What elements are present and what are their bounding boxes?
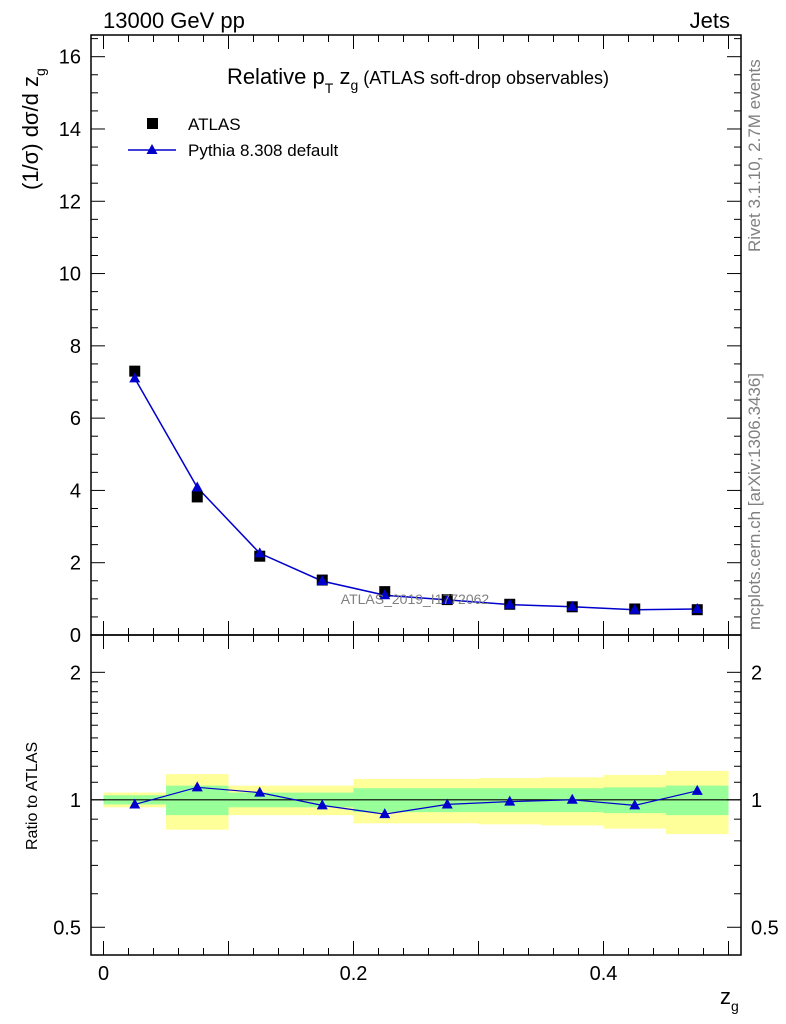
ratio-plot-frame <box>90 634 742 956</box>
main-y-axis-label-sub: g <box>32 68 48 76</box>
pythia-point <box>129 372 141 383</box>
ratio-pythia-point <box>566 793 578 804</box>
ratio-pythia-point <box>629 799 641 810</box>
x-tick-label: 0.4 <box>590 963 618 985</box>
main-y-axis: 0 2 4 6 8 10 12 14 16 <box>59 38 741 647</box>
ratio-y-tick-label: 0.5 <box>751 917 779 939</box>
atlas-data-point <box>129 365 141 377</box>
x-tick-label: 0.2 <box>340 963 368 985</box>
rivet-version-label: Rivet 3.1.10, 2.7M events <box>745 59 764 252</box>
x-tick-label: 0 <box>98 963 109 985</box>
y-tick-label: 0 <box>70 625 81 647</box>
y-tick-label: 12 <box>59 191 81 213</box>
plot-title: Relative pT zg (ATLAS soft-drop observab… <box>227 64 609 96</box>
y-tick-label: 10 <box>59 264 81 286</box>
legend-pythia-label: Pythia 8.308 default <box>188 141 339 160</box>
main-y-axis-label: (1/σ) dσ/d zg <box>18 68 48 190</box>
y-tick-label: 4 <box>70 480 81 502</box>
ratio-y-tick-label: 0.5 <box>53 917 81 939</box>
legend-atlas-marker <box>147 118 158 129</box>
y-tick-label: 16 <box>59 47 81 69</box>
ratio-pythia-point <box>379 808 391 819</box>
pythia-point <box>691 602 703 613</box>
y-tick-label: 6 <box>70 408 81 430</box>
analysis-watermark: ATLAS_2019_I1772062 <box>341 591 490 607</box>
mcplots-label: mcplots.cern.ch [arXiv:1306.3436] <box>745 373 764 630</box>
ratio-plot: 0.5 0.5 1 1 2 2 Ratio to ATLAS <box>24 634 779 956</box>
plot-title-rest: (ATLAS soft-drop observables) <box>358 68 609 88</box>
ratio-pythia-point <box>691 784 703 795</box>
header-jets-label: Jets <box>690 8 730 33</box>
y-tick-label: 8 <box>70 336 81 358</box>
ratio-pythia-point <box>254 786 266 797</box>
pythia-point <box>254 547 266 558</box>
pythia-point <box>441 593 453 604</box>
ratio-y-axis-label: Ratio to ATLAS <box>24 742 41 850</box>
plot-title-main: Relative p <box>227 64 325 89</box>
ratio-bands <box>91 770 741 835</box>
atlas-data-point <box>191 491 203 503</box>
ratio-pythia-point <box>191 781 203 792</box>
pythia-point <box>504 598 516 609</box>
pythia-line <box>134 378 698 611</box>
ratio-pythia-point <box>129 798 141 809</box>
x-axis: 0 0.2 0.4 <box>98 35 729 985</box>
plot-title-sub-g: g <box>350 77 358 93</box>
pythia-point <box>629 603 641 614</box>
x-axis-label: zg <box>720 984 739 1014</box>
ratio-pythia-point <box>441 798 453 809</box>
y-tick-label: 2 <box>70 553 81 575</box>
ratio-pythia-point <box>504 795 516 806</box>
ratio-data-layer <box>129 781 703 819</box>
ratio-y-tick-label: 2 <box>751 662 762 684</box>
pythia-point <box>379 589 391 600</box>
legend-pythia-marker <box>146 144 158 154</box>
pythia-point <box>316 575 328 586</box>
x-axis-label-main: z <box>720 984 731 1009</box>
header-energy-label: 13000 GeV pp <box>103 8 245 33</box>
main-data-layer <box>129 365 703 616</box>
legend: ATLAS Pythia 8.308 default <box>128 115 339 160</box>
pythia-point <box>191 481 203 492</box>
y-tick-label: 14 <box>59 119 81 141</box>
ratio-pythia-point <box>316 799 328 810</box>
plot-title-zg: z <box>333 64 350 89</box>
ratio-y-tick-label: 1 <box>751 790 762 812</box>
plot-title-sub-t: T <box>325 80 334 96</box>
main-y-axis-label-main: (1/σ) dσ/d z <box>18 76 43 190</box>
legend-atlas-label: ATLAS <box>188 115 241 134</box>
ratio-y-tick-label: 2 <box>70 662 81 684</box>
ratio-y-axis: 0.5 0.5 1 1 2 2 <box>53 662 779 939</box>
x-axis-label-sub: g <box>731 998 739 1014</box>
ratio-y-tick-label: 1 <box>70 790 81 812</box>
ratio-pythia-line <box>134 786 698 815</box>
pythia-point <box>566 600 578 611</box>
